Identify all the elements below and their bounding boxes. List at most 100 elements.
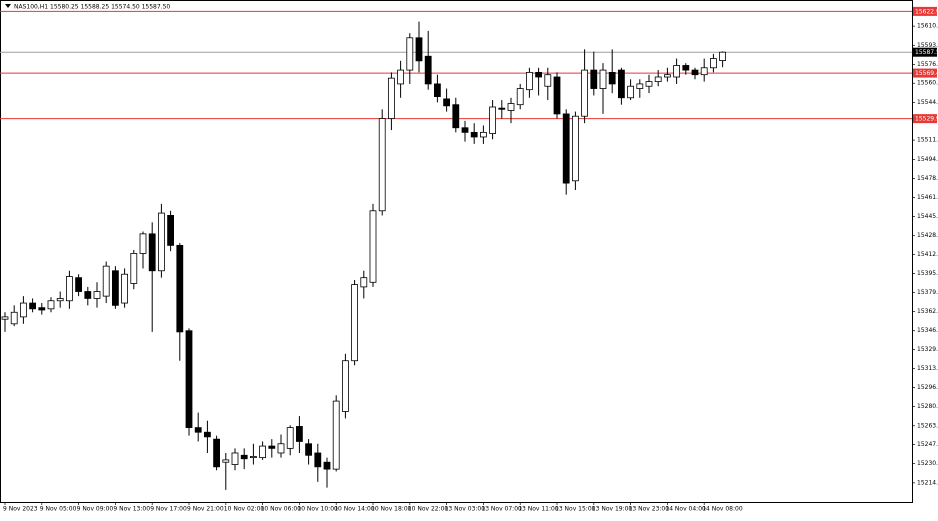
x-tick-label: 9 Nov 09:00	[77, 506, 114, 513]
candle-body	[581, 69, 588, 117]
x-tick-label: 13 Nov 15:00	[555, 506, 596, 513]
candle-body	[84, 291, 92, 299]
candle-body	[351, 284, 359, 362]
y-tick-label: 15412.1	[917, 251, 938, 258]
candle-body	[397, 69, 405, 85]
x-tick-label: 10 Nov 06:00	[261, 506, 302, 513]
candle-body	[75, 277, 82, 292]
candle-body	[277, 443, 285, 454]
chart-title: NAS100,H1 15580.25 15588.25 15574.50 155…	[14, 4, 170, 11]
candle-body	[10, 311, 18, 325]
candle-body	[700, 67, 708, 76]
y-tick-label: 15445.0	[917, 213, 938, 220]
price-level-label: 15529.9	[915, 116, 938, 123]
candle-body	[590, 69, 598, 89]
price-level-tag	[913, 47, 937, 57]
candle-body	[185, 330, 193, 429]
candle-body	[139, 233, 147, 254]
x-tick-label: 14 Nov 08:00	[702, 506, 743, 513]
y-tick-label: 15610.1	[917, 23, 938, 30]
candle-body	[203, 431, 211, 438]
candle-body	[664, 74, 671, 78]
y-tick-label: 15428.4	[917, 232, 938, 239]
x-tick-label: 9 Nov 21:00	[187, 506, 224, 513]
candle-body	[176, 244, 184, 333]
x-tick-label: 9 Nov 05:00	[40, 506, 77, 513]
x-tick-label: 9 Nov 13:00	[113, 506, 150, 513]
candle-body	[341, 360, 349, 412]
y-tick-label: 15280.3	[917, 403, 938, 410]
price-level-tag	[913, 68, 937, 78]
candle-body	[443, 98, 451, 107]
candle-body	[415, 37, 423, 62]
candle-body	[608, 71, 616, 85]
candle-body	[167, 215, 175, 246]
candle-body	[323, 461, 331, 470]
candle-body	[553, 76, 561, 115]
candle-body	[332, 400, 340, 470]
candle-body	[38, 307, 46, 311]
candle-body	[673, 65, 680, 78]
candle-body	[719, 51, 726, 61]
candle-body	[470, 131, 478, 138]
candle-body	[259, 445, 267, 458]
candle-body	[249, 456, 257, 458]
candle-body	[148, 233, 156, 272]
candle-body	[102, 265, 110, 297]
candle-body	[47, 300, 55, 310]
y-tick-label: 15576.8	[917, 61, 938, 68]
candle-body	[378, 118, 386, 212]
candle-body	[194, 427, 202, 433]
candle-body	[66, 276, 73, 302]
x-tick-label: 9 Nov 2023	[3, 506, 38, 513]
candle-body	[314, 452, 322, 468]
price-level-tag	[913, 6, 937, 16]
candle-body	[654, 76, 662, 83]
candle-body	[387, 77, 395, 119]
menu-arrow	[5, 4, 11, 8]
y-tick-label: 15214.1	[917, 479, 938, 486]
candle-body	[535, 71, 542, 78]
y-tick-label: 15296.9	[917, 384, 938, 391]
candle-body	[562, 113, 570, 184]
candle-body	[130, 253, 138, 284]
candle-body	[489, 106, 497, 134]
x-tick-label: 10 Nov 10:00	[297, 506, 338, 513]
y-tick-label: 15263.6	[917, 422, 938, 429]
candle-body	[544, 74, 552, 87]
candle-body	[93, 291, 101, 299]
candle-body	[424, 55, 432, 85]
price-level-label: 15587.5	[915, 49, 938, 56]
candle-body	[433, 83, 441, 98]
candle-body	[213, 438, 221, 468]
x-tick-label: 10 Nov 18:00	[371, 506, 412, 513]
candle-body	[691, 69, 699, 76]
x-tick-label: 10 Nov 14:00	[334, 506, 375, 513]
candle-body	[507, 103, 515, 111]
candle-body	[360, 277, 368, 288]
y-tick-label: 15379.0	[917, 289, 938, 296]
y-tick-label: 15544.0	[917, 99, 938, 106]
candle-body	[286, 427, 294, 449]
y-tick-label: 15593.5	[917, 42, 938, 49]
x-tick-label: 13 Nov 19:00	[592, 506, 633, 513]
candle-body	[572, 115, 579, 182]
candle-body	[305, 443, 313, 456]
candle-body	[682, 65, 690, 71]
candle-body	[222, 459, 230, 463]
candle-body	[479, 131, 487, 138]
plot-frame	[0, 0, 913, 503]
x-tick-label: 10 Nov 22:00	[408, 506, 449, 513]
candle-body	[516, 88, 524, 106]
y-tick-label: 15478.0	[917, 175, 938, 182]
y-tick-label: 15346.0	[917, 327, 938, 334]
candle-body	[452, 104, 460, 129]
candle-body	[498, 107, 506, 110]
candle-body	[526, 71, 533, 91]
y-tick-label: 15395.5	[917, 270, 938, 277]
candle-body	[645, 81, 653, 87]
candle-body	[240, 454, 248, 460]
candle-body	[295, 426, 303, 442]
y-tick-label: 15329.8	[917, 346, 938, 353]
